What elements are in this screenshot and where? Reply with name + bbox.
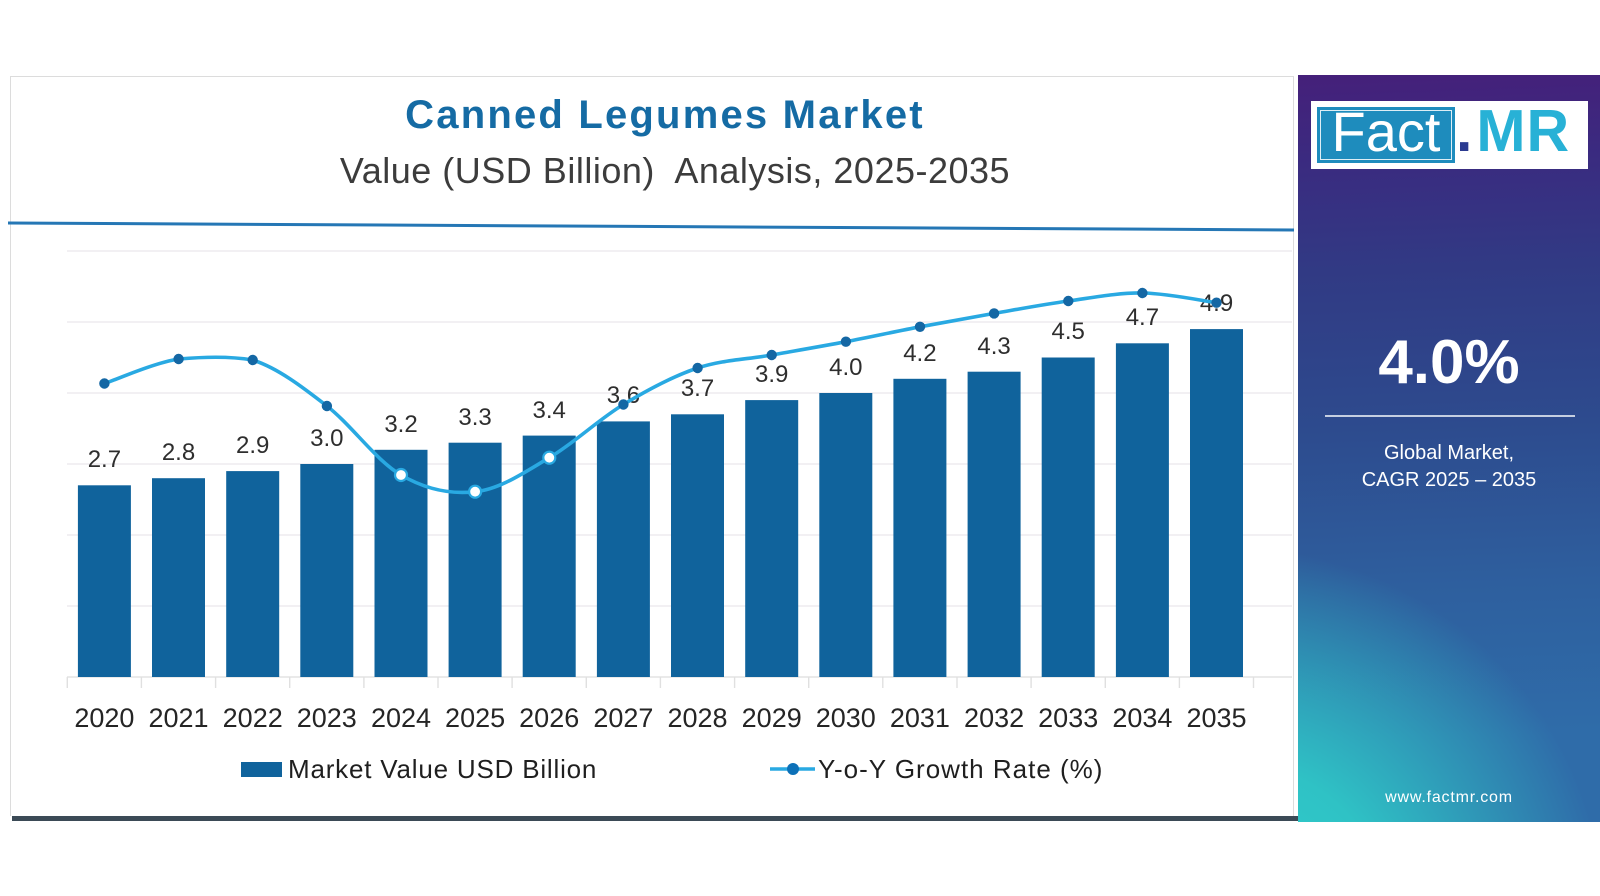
svg-text:2033: 2033 — [1038, 703, 1098, 733]
svg-text:2034: 2034 — [1112, 703, 1172, 733]
svg-text:2030: 2030 — [816, 703, 876, 733]
svg-text:4.3: 4.3 — [977, 333, 1010, 360]
svg-text:3.7: 3.7 — [681, 375, 714, 402]
svg-text:4.0: 4.0 — [829, 354, 862, 381]
svg-text:3.3: 3.3 — [458, 404, 491, 431]
svg-text:2023: 2023 — [297, 703, 357, 733]
svg-text:3.2: 3.2 — [384, 411, 417, 438]
svg-text:2024: 2024 — [371, 703, 431, 733]
svg-text:2035: 2035 — [1186, 703, 1246, 733]
svg-text:4.5: 4.5 — [1052, 318, 1085, 345]
svg-text:2029: 2029 — [742, 703, 802, 733]
svg-text:3.9: 3.9 — [755, 361, 788, 388]
svg-text:2028: 2028 — [667, 703, 727, 733]
svg-text:2.8: 2.8 — [162, 439, 195, 466]
svg-text:3.4: 3.4 — [533, 397, 566, 424]
svg-text:2025: 2025 — [445, 703, 505, 733]
svg-text:2021: 2021 — [148, 703, 208, 733]
svg-text:2026: 2026 — [519, 703, 579, 733]
svg-text:2020: 2020 — [74, 703, 134, 733]
svg-text:2022: 2022 — [223, 703, 283, 733]
svg-text:2.9: 2.9 — [236, 432, 269, 459]
svg-text:4.2: 4.2 — [903, 340, 936, 367]
svg-text:2031: 2031 — [890, 703, 950, 733]
svg-text:4.7: 4.7 — [1126, 304, 1159, 331]
svg-text:3.0: 3.0 — [310, 425, 343, 452]
svg-text:2032: 2032 — [964, 703, 1024, 733]
svg-text:2027: 2027 — [593, 703, 653, 733]
svg-text:2.7: 2.7 — [88, 446, 121, 473]
